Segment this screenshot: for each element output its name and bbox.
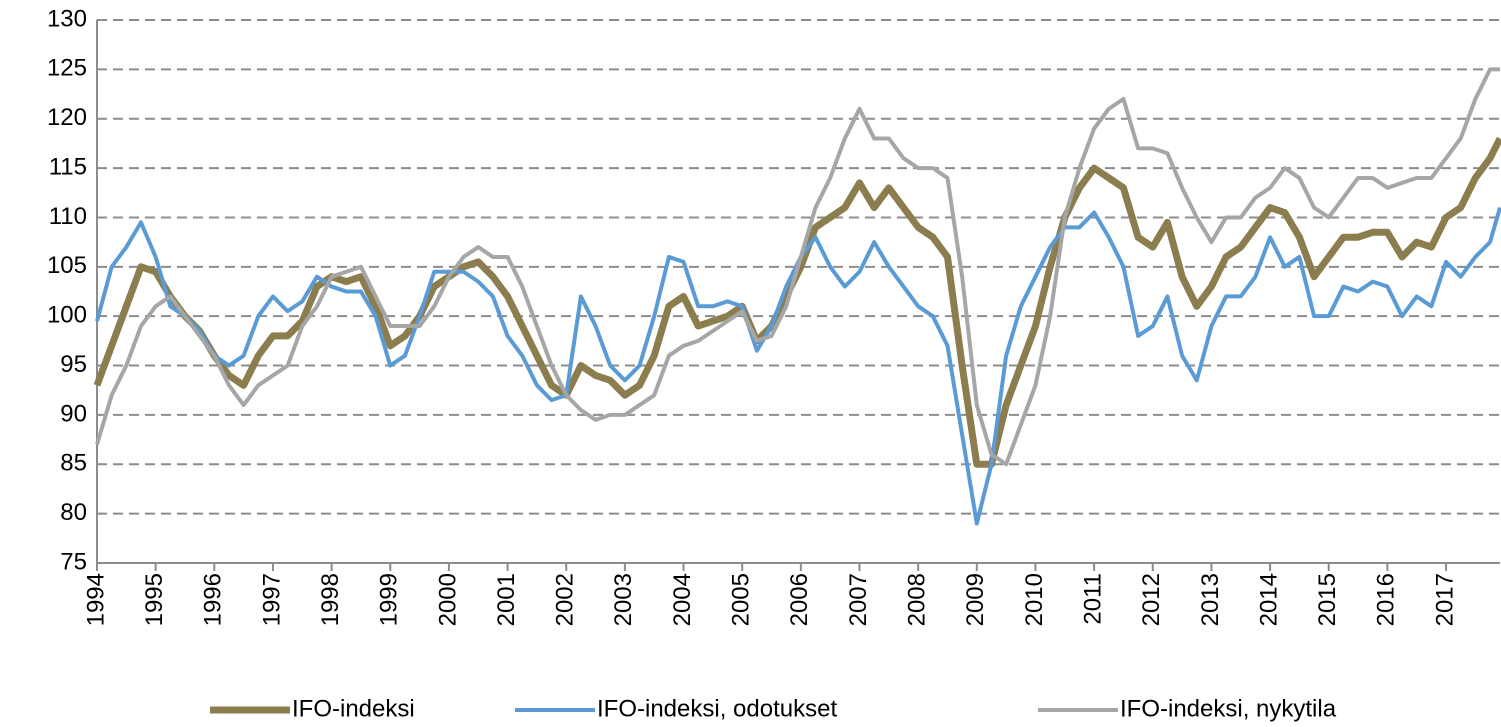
y-tick-label: 100 [47,302,87,329]
x-tick-label: 2003 [610,573,637,626]
x-tick-label: 2012 [1138,573,1165,626]
legend-label: IFO-indeksi, odotukset [597,695,837,722]
x-tick-label: 2010 [1021,573,1048,626]
y-tick-label: 90 [60,400,87,427]
x-tick-label: 2002 [552,573,579,626]
x-tick-label: 1999 [376,573,403,626]
x-tick-label: 2014 [1255,573,1282,626]
y-tick-label: 120 [47,104,87,131]
y-tick-label: 130 [47,5,87,32]
x-tick-label: 2015 [1314,573,1341,626]
x-tick-label: 2006 [786,573,813,626]
series-line [95,67,1500,467]
x-tick-label: 1994 [82,573,109,626]
y-tick-label: 105 [47,252,87,279]
x-tick-label: 2000 [434,573,461,626]
x-tick-label: 1997 [258,573,285,626]
y-tick-label: 95 [60,351,87,378]
x-tick-label: 2008 [903,573,930,626]
x-tick-label: 2005 [728,573,755,626]
x-tick-label: 1995 [141,573,168,626]
y-tick-label: 125 [47,55,87,82]
x-tick-label: 1998 [317,573,344,626]
x-tick-label: 1996 [200,573,227,626]
legend-label: IFO-indeksi, nykytila [1120,695,1337,722]
x-tick-label: 2009 [962,573,989,626]
y-tick-label: 85 [60,450,87,477]
y-tick-label: 110 [49,203,87,230]
x-tick-label: 2004 [669,573,696,626]
y-tick-label: 80 [60,499,87,526]
x-tick-label: 2011 [1079,573,1106,625]
x-tick-label: 2001 [493,573,520,626]
x-tick-label: 2013 [1197,573,1224,626]
y-tick-label: 115 [49,153,87,180]
x-tick-label: 2017 [1431,573,1458,626]
y-tick-label: 75 [60,548,87,575]
x-tick-label: 2007 [845,573,872,626]
x-tick-label: 2016 [1373,573,1400,626]
legend-label: IFO-indeksi [292,695,415,722]
